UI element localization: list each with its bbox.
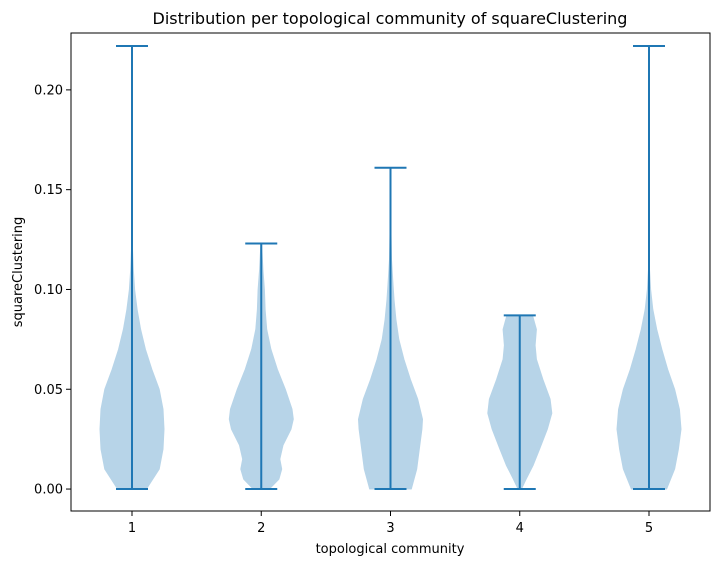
x-axis-label: topological community xyxy=(316,542,465,557)
y-tick-label-0: 0.00 xyxy=(34,483,63,498)
y-axis: 0.00 0.05 0.10 0.15 0.20 xyxy=(34,83,71,498)
x-tick-label-3: 4 xyxy=(516,521,524,536)
x-tick-label-4: 5 xyxy=(645,521,653,536)
y-axis-label: squareClustering xyxy=(11,217,26,328)
x-tick-label-2: 3 xyxy=(386,521,394,536)
y-tick-label-2: 0.10 xyxy=(34,283,63,298)
y-tick-label-3: 0.15 xyxy=(34,183,63,198)
x-tick-label-0: 1 xyxy=(128,521,136,536)
x-axis: 1 2 3 4 5 xyxy=(128,511,653,536)
x-tick-label-1: 2 xyxy=(257,521,265,536)
violin-lines xyxy=(116,44,665,491)
y-tick-label-1: 0.05 xyxy=(34,383,63,398)
y-tick-label-4: 0.20 xyxy=(34,83,63,98)
chart-title: Distribution per topological community o… xyxy=(153,9,628,28)
